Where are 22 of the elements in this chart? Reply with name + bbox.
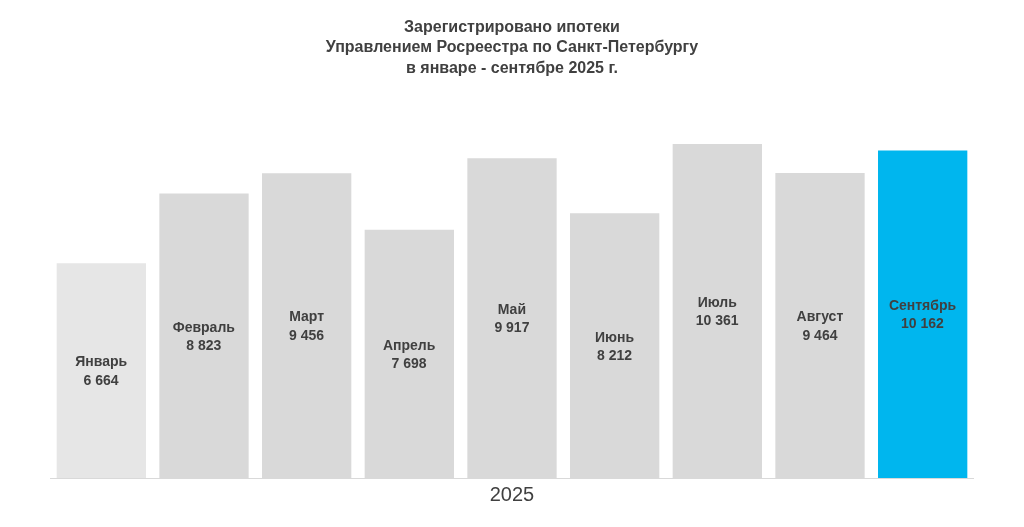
x-tick-label: Март: [289, 308, 325, 325]
x-tick-label: Апрель: [382, 336, 436, 353]
data-label: 10 361: [695, 312, 739, 329]
x-axis-title: 2025: [489, 482, 535, 505]
bar: [878, 150, 968, 478]
bar: [56, 263, 146, 478]
x-tick-label: Май: [497, 301, 527, 318]
chart-title: Зарегистрировано ипотеки Управлением Росреестра по Санкт-Петербургу в январе - сентябре 2025 г.: [325, 17, 699, 77]
x-tick-label: Сентябрь: [888, 297, 957, 314]
data-label: 6 664: [83, 371, 119, 388]
x-tick-label: Январь: [75, 353, 128, 370]
data-label: 9 456: [289, 326, 325, 343]
data-label: 7 698: [391, 355, 427, 372]
x-tick-label: Февраль: [172, 318, 236, 335]
x-tick-label: Июнь: [594, 328, 635, 345]
x-tick-label: Август: [796, 308, 844, 325]
data-label: 8 212: [596, 346, 633, 363]
data-label: 9 917: [494, 319, 530, 336]
data-label: 10 162: [901, 315, 945, 332]
x-tick-label: Июль: [697, 293, 738, 310]
data-label: 9 464: [802, 326, 838, 343]
data-label: 8 823: [186, 336, 222, 353]
